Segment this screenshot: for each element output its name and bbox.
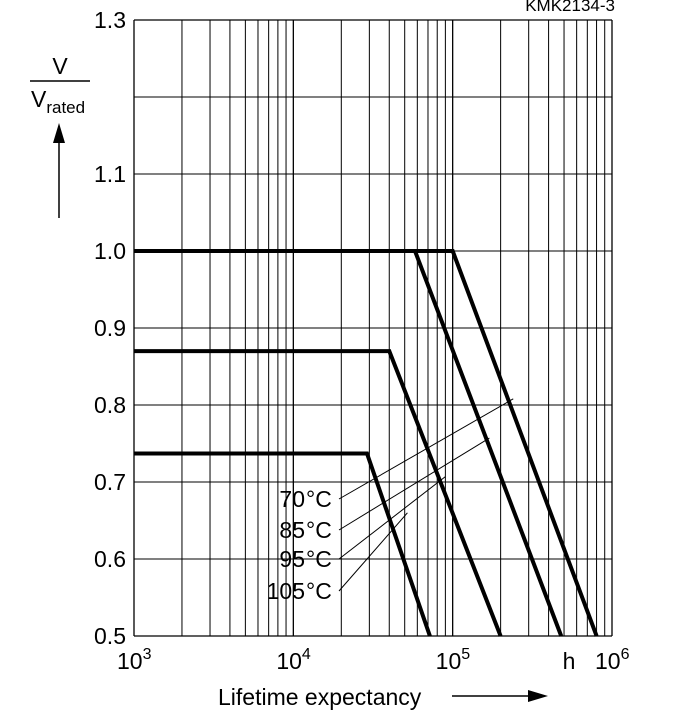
y-label-denominator-main: V bbox=[31, 86, 47, 112]
leader-line bbox=[338, 437, 490, 531]
series-label-unit: °C bbox=[306, 486, 332, 512]
x-tick-label: 105 bbox=[436, 646, 471, 674]
series-label-unit: °C bbox=[306, 517, 332, 543]
leader-line bbox=[338, 476, 446, 560]
x-tick-label: 104 bbox=[276, 646, 311, 674]
series-line bbox=[134, 451, 432, 637]
y-tick-label: 1.1 bbox=[94, 161, 126, 187]
y-tick-label: 0.8 bbox=[94, 392, 126, 418]
chart-grid bbox=[133, 19, 613, 637]
leader-line bbox=[338, 512, 408, 592]
leader-line bbox=[338, 398, 514, 500]
x-unit-label: h bbox=[563, 648, 576, 674]
series-line bbox=[134, 249, 564, 637]
y-tick-labels: 0.5 0.6 0.7 0.8 0.9 1.0 1.1 1.3 bbox=[94, 7, 126, 649]
x-tick-base: 10 bbox=[117, 648, 143, 674]
series-label-unit: °C bbox=[306, 546, 332, 572]
x-axis-arrow-head bbox=[528, 690, 548, 702]
x-tick-exponent: 4 bbox=[302, 646, 311, 663]
x-tick-label: 106 bbox=[595, 646, 630, 674]
x-tick-base: 10 bbox=[276, 648, 302, 674]
y-label-numerator: V bbox=[52, 53, 68, 79]
series-label-value: 105 bbox=[267, 578, 305, 604]
y-tick-label: 0.6 bbox=[94, 546, 126, 572]
y-tick-label: 1.3 bbox=[94, 7, 126, 33]
x-tick-base: 10 bbox=[595, 648, 621, 674]
x-label-text: Lifetime expectancy bbox=[218, 684, 422, 710]
x-tick-label: 103 bbox=[117, 646, 152, 674]
chart-series bbox=[134, 249, 599, 637]
series-leader-lines bbox=[338, 398, 514, 592]
series-label-value: 95 bbox=[279, 546, 305, 572]
x-tick-exponent: 3 bbox=[143, 646, 152, 663]
series-label-unit: °C bbox=[306, 578, 332, 604]
x-axis-label: Lifetime expectancy bbox=[218, 684, 548, 710]
y-tick-label: 0.5 bbox=[94, 623, 126, 649]
series-label-value: 85 bbox=[279, 517, 305, 543]
x-tick-labels: 103 104 105 106 bbox=[117, 646, 630, 674]
y-tick-label: 0.7 bbox=[94, 469, 126, 495]
y-tick-label: 0.9 bbox=[94, 315, 126, 341]
y-tick-label: 1.0 bbox=[94, 238, 126, 264]
series-line bbox=[134, 349, 503, 637]
series-line bbox=[134, 249, 599, 637]
x-tick-exponent: 5 bbox=[461, 646, 470, 663]
y-label-denominator: Vrated bbox=[31, 86, 85, 117]
y-axis-arrow-head bbox=[53, 123, 65, 143]
y-label-denominator-sub: rated bbox=[46, 98, 85, 117]
y-axis-label: V Vrated bbox=[30, 53, 90, 218]
figure-code: KMK2134-3 bbox=[525, 0, 615, 15]
series-label-value: 70 bbox=[279, 486, 305, 512]
x-tick-base: 10 bbox=[436, 648, 462, 674]
x-tick-exponent: 6 bbox=[621, 646, 630, 663]
